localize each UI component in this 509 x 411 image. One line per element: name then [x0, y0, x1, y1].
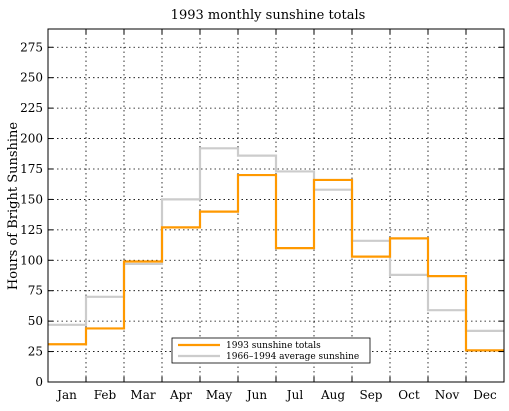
y-tick-label: 50: [28, 314, 43, 328]
series-lines: [48, 147, 504, 352]
y-tick-label: 250: [20, 71, 43, 85]
y-tick-label: 200: [20, 132, 43, 146]
y-tick-label: 25: [28, 345, 43, 359]
y-tick-label: 275: [20, 40, 43, 54]
y-tick-label: 0: [35, 375, 43, 389]
legend-label-0: 1993 sunshine totals: [226, 341, 321, 351]
x-tick-label: Apr: [169, 388, 192, 402]
legend-box: [171, 337, 371, 364]
x-tick-label: Nov: [435, 388, 460, 402]
x-tick-label: Mar: [130, 388, 155, 402]
y-tick-label: 225: [20, 101, 43, 115]
y-tick-label: 100: [20, 253, 43, 267]
x-tick-label: Sep: [359, 388, 382, 402]
axis-ticks: 0 25 50 75 100 125 150 175 200 225 250 275 Jan Feb Mar…: [20, 29, 505, 402]
y-tick-label: 175: [20, 162, 43, 176]
x-tick-label: Feb: [94, 388, 117, 402]
legend-label-1: 1966–1994 average sunshine: [226, 352, 359, 362]
y-tick-label: 125: [20, 223, 43, 237]
x-tick-label: May: [206, 388, 232, 402]
x-tick-label: Jul: [285, 388, 304, 402]
x-tick-label: Aug: [320, 388, 345, 402]
series-line-0: [48, 173, 504, 352]
x-tick-label: Jun: [245, 388, 268, 402]
x-tick-label: Jan: [55, 388, 77, 402]
y-tick-label: 150: [20, 192, 43, 206]
y-axis-label: Hours of Bright Sunshine: [6, 122, 21, 291]
y-tick-label: 75: [28, 284, 43, 298]
x-tick-label: Dec: [473, 388, 497, 402]
chart-title: 1993 monthly sunshine totals: [171, 8, 366, 23]
x-tick-label: Oct: [398, 388, 420, 402]
